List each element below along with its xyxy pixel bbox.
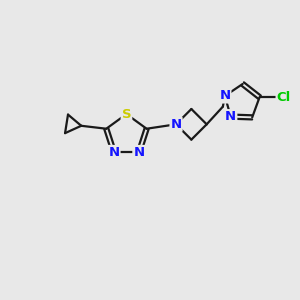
Text: Cl: Cl <box>277 91 291 104</box>
Text: N: N <box>108 146 119 159</box>
Text: N: N <box>170 118 182 131</box>
Text: N: N <box>225 110 236 123</box>
Text: N: N <box>219 89 230 103</box>
Text: S: S <box>122 108 131 121</box>
Text: N: N <box>133 146 145 159</box>
